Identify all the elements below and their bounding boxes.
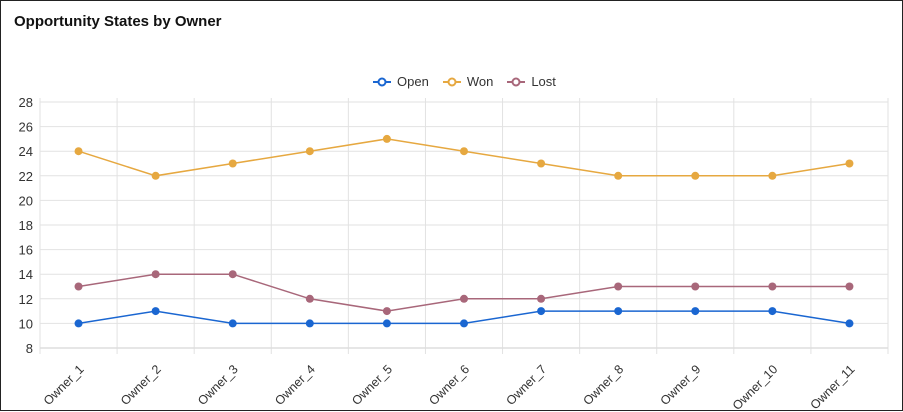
data-point-lost [74,282,83,291]
data-point-won [691,171,700,180]
data-point-won [151,171,160,180]
y-tick-label: 10 [19,316,33,331]
y-tick-label: 12 [19,292,33,307]
data-point-lost [305,294,314,303]
legend-marker-lost [507,77,526,86]
data-point-won [768,171,777,180]
y-tick-label: 20 [19,193,33,208]
data-point-lost [691,282,700,291]
x-tick-label: Owner_7 [503,362,549,408]
data-point-lost [460,294,468,303]
legend-item-open[interactable]: Open [373,74,429,89]
chart-title: Opportunity States by Owner [14,13,222,30]
legend-item-won[interactable]: Won [442,74,494,89]
legend-marker-won [442,77,461,86]
x-tick-label: Owner_6 [426,362,472,408]
data-point-lost [768,282,777,291]
data-point-won [614,171,623,180]
x-tick-label: Owner_1 [41,362,87,408]
y-tick-label: 18 [19,218,33,233]
data-point-lost [537,294,546,303]
data-point-open [537,307,546,316]
y-tick-label: 24 [19,144,33,159]
x-tick-label: Owner_11 [808,362,858,412]
data-point-open [151,307,160,316]
legend-label-lost: Lost [531,74,556,89]
data-point-lost [382,307,391,316]
data-point-lost [228,270,237,279]
y-tick-label: 22 [19,169,33,184]
x-tick-label: Owner_3 [195,362,241,408]
data-point-won [305,147,314,156]
x-tick-label: Owner_10 [730,362,781,412]
data-point-won [228,159,237,168]
legend-label-won: Won [466,74,494,89]
data-point-won [382,134,391,143]
x-tick-label: Owner_2 [118,362,164,408]
data-point-open [74,319,83,328]
x-tick-label: Owner_4 [272,362,318,408]
data-point-open [228,319,237,328]
data-point-open [691,307,700,316]
legend: Open Won Lost [373,74,556,89]
data-point-open [382,319,391,328]
data-point-open [768,307,777,316]
legend-marker-open [373,77,391,86]
data-point-lost [151,270,160,279]
legend-item-lost[interactable]: Lost [507,74,556,89]
y-tick-label: 14 [19,267,33,282]
x-tick-label: Owner_9 [658,362,704,408]
y-tick-label: 16 [19,243,33,258]
data-point-open [305,319,314,328]
data-point-won [460,147,468,156]
data-point-open [460,319,468,328]
y-tick-label: 8 [26,341,33,356]
y-tick-label: 28 [19,95,33,110]
x-tick-label: Owner_5 [349,362,395,408]
y-tick-label: 26 [19,120,33,135]
x-tick-label: Owner_8 [581,362,627,408]
data-point-lost [614,282,623,291]
data-point-won [845,159,854,168]
data-point-lost [845,282,854,291]
data-point-won [74,147,83,156]
legend-label-open: Open [397,74,429,89]
data-point-open [845,319,854,328]
data-point-open [614,307,623,316]
data-point-won [537,159,546,168]
